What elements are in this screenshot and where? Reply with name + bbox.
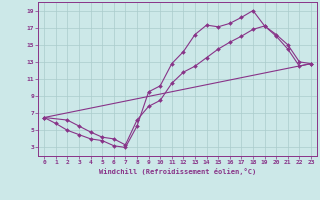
X-axis label: Windchill (Refroidissement éolien,°C): Windchill (Refroidissement éolien,°C) [99, 168, 256, 175]
